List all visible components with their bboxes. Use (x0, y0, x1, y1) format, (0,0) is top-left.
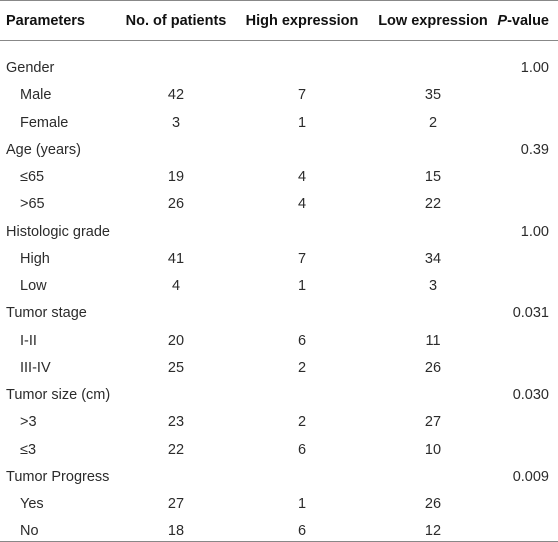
count-cell: 20 (167, 332, 185, 349)
row-label: >65 (20, 196, 45, 213)
row-label: Male (20, 87, 52, 104)
group-label: Tumor size (cm) (6, 387, 111, 403)
count-cell: 7 (297, 87, 307, 104)
count-cell: 18 (167, 523, 185, 540)
top-rule (0, 0, 558, 1)
count-cell: 34 (424, 250, 442, 267)
count-cell: 42 (167, 87, 185, 104)
count-cell: 2 (297, 359, 307, 376)
count-cell: 6 (297, 523, 307, 540)
p-value: 0.009 (512, 468, 549, 485)
count-cell: 27 (167, 496, 185, 512)
row-label: I-II (20, 332, 37, 349)
header-text: -value (507, 13, 549, 29)
p-value: 1.00 (520, 223, 549, 240)
group-label: Age (years) (6, 141, 81, 158)
row-label: Yes (20, 496, 44, 512)
count-cell: 2 (428, 114, 438, 131)
count-cell: 27 (424, 414, 442, 431)
p-value: 0.39 (520, 141, 549, 158)
header-italic: P (497, 13, 508, 29)
header-cell: High expression (245, 13, 359, 29)
group-label: Histologic grade (6, 223, 110, 240)
count-cell: 12 (424, 523, 442, 540)
header-cell: Low expression (378, 13, 488, 29)
header-rule (0, 40, 558, 41)
row-label: No (20, 523, 39, 540)
count-cell: 23 (167, 414, 185, 431)
count-cell: 6 (297, 332, 307, 349)
group-label: Gender (6, 60, 55, 76)
row-label: Low (20, 278, 47, 294)
count-cell: 26 (424, 359, 442, 376)
count-cell: 2 (297, 414, 307, 431)
count-cell: 4 (171, 278, 181, 294)
row-label: High (20, 250, 50, 267)
count-cell: 4 (297, 196, 307, 213)
count-cell: 3 (171, 114, 181, 131)
count-cell: 10 (424, 441, 442, 458)
group-label: Tumor stage (6, 305, 87, 322)
row-label: III-IV (20, 359, 51, 376)
p-value: 0.031 (512, 305, 549, 322)
count-cell: 22 (167, 441, 185, 458)
header-cell: Parameters (6, 13, 85, 29)
count-cell: 4 (297, 169, 307, 185)
group-label: Tumor Progress (6, 468, 110, 485)
count-cell: 1 (297, 278, 307, 294)
row-label: Female (20, 114, 69, 131)
header-cell: P-value (497, 12, 549, 30)
row-label: ≤3 (20, 441, 37, 458)
count-cell: 22 (424, 196, 442, 213)
count-cell: 25 (167, 359, 185, 376)
count-cell: 6 (297, 441, 307, 458)
count-cell: 3 (428, 278, 438, 294)
p-value: 1.00 (520, 60, 549, 76)
header-cell: No. of patients (125, 13, 227, 29)
count-cell: 1 (297, 496, 307, 512)
row-label: ≤65 (20, 169, 45, 185)
count-cell: 15 (424, 169, 442, 185)
row-label: >3 (20, 414, 37, 431)
count-cell: 26 (424, 496, 442, 512)
count-cell: 19 (167, 169, 185, 185)
p-value: 0.030 (512, 387, 549, 403)
count-cell: 26 (167, 196, 185, 213)
count-cell: 11 (425, 332, 441, 349)
count-cell: 1 (297, 114, 307, 131)
count-cell: 41 (167, 250, 185, 267)
count-cell: 7 (297, 250, 307, 267)
count-cell: 35 (424, 87, 442, 104)
